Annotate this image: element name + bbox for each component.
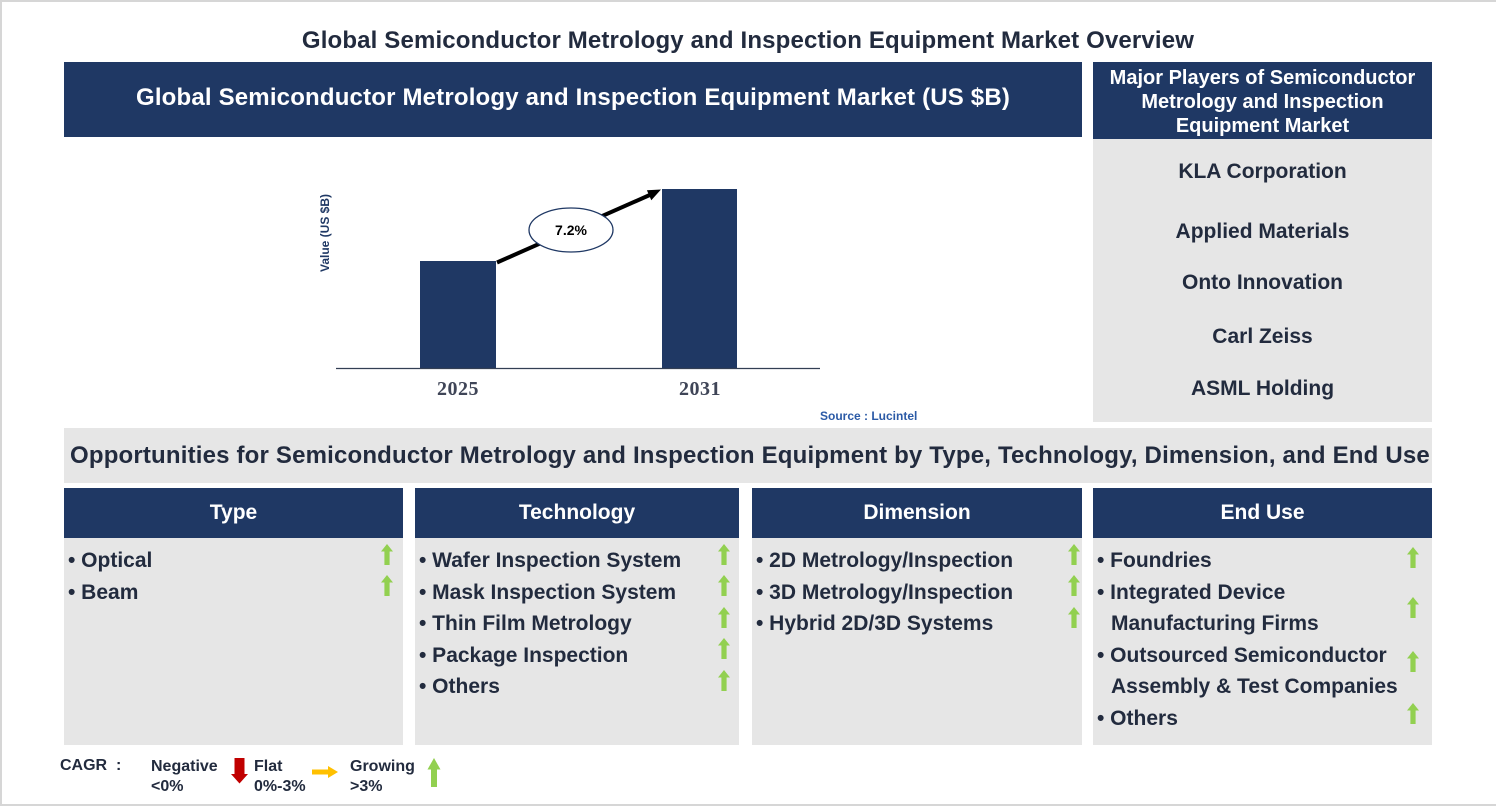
svg-text:7.2%: 7.2% bbox=[555, 222, 587, 238]
